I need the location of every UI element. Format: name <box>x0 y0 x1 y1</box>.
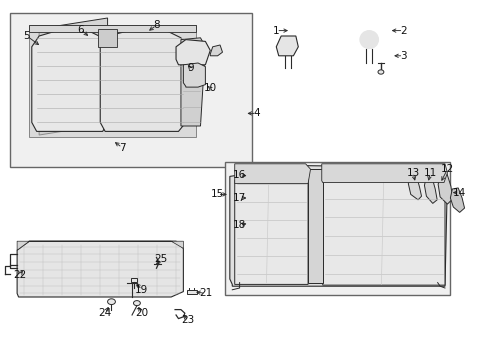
Text: 22: 22 <box>13 270 26 280</box>
Polygon shape <box>186 290 196 294</box>
Polygon shape <box>98 29 117 47</box>
Polygon shape <box>321 164 447 183</box>
Polygon shape <box>449 188 464 212</box>
Text: 6: 6 <box>77 24 84 35</box>
Polygon shape <box>17 241 183 297</box>
Text: 14: 14 <box>452 188 466 198</box>
Text: 18: 18 <box>232 220 246 230</box>
Text: 15: 15 <box>210 189 224 199</box>
Text: 5: 5 <box>23 31 30 41</box>
Polygon shape <box>307 169 322 283</box>
Text: 4: 4 <box>253 108 260 118</box>
Text: 12: 12 <box>440 164 453 174</box>
Text: 17: 17 <box>232 193 246 203</box>
Ellipse shape <box>359 31 378 49</box>
Text: 21: 21 <box>198 288 212 298</box>
Text: 19: 19 <box>135 285 148 295</box>
Polygon shape <box>183 63 205 87</box>
Polygon shape <box>229 166 447 286</box>
Text: 2: 2 <box>399 26 406 36</box>
Polygon shape <box>17 241 183 250</box>
Text: 1: 1 <box>272 26 279 36</box>
Polygon shape <box>234 164 310 184</box>
Circle shape <box>133 301 140 306</box>
Text: 10: 10 <box>203 83 216 93</box>
Circle shape <box>377 70 383 74</box>
Polygon shape <box>424 176 436 203</box>
Polygon shape <box>407 176 421 200</box>
Polygon shape <box>32 29 107 131</box>
Text: 24: 24 <box>98 308 112 318</box>
Polygon shape <box>176 40 210 65</box>
Polygon shape <box>131 278 137 282</box>
Text: 13: 13 <box>406 168 419 178</box>
Bar <box>10 13 251 167</box>
Text: 8: 8 <box>153 20 160 30</box>
Text: 20: 20 <box>135 308 148 318</box>
Polygon shape <box>322 169 444 285</box>
Polygon shape <box>437 174 452 204</box>
Polygon shape <box>276 36 298 56</box>
Polygon shape <box>210 45 222 56</box>
Bar <box>224 162 449 295</box>
Text: 16: 16 <box>232 170 246 180</box>
Text: 7: 7 <box>119 143 125 153</box>
Polygon shape <box>100 29 185 131</box>
Text: 11: 11 <box>423 168 436 178</box>
Polygon shape <box>29 25 195 137</box>
Text: 9: 9 <box>187 63 194 73</box>
Polygon shape <box>234 169 307 284</box>
Text: 3: 3 <box>399 51 406 61</box>
Polygon shape <box>39 18 107 135</box>
Circle shape <box>107 299 115 305</box>
Text: 25: 25 <box>154 254 168 264</box>
Polygon shape <box>29 25 195 32</box>
Polygon shape <box>181 38 205 126</box>
Text: 23: 23 <box>181 315 195 325</box>
